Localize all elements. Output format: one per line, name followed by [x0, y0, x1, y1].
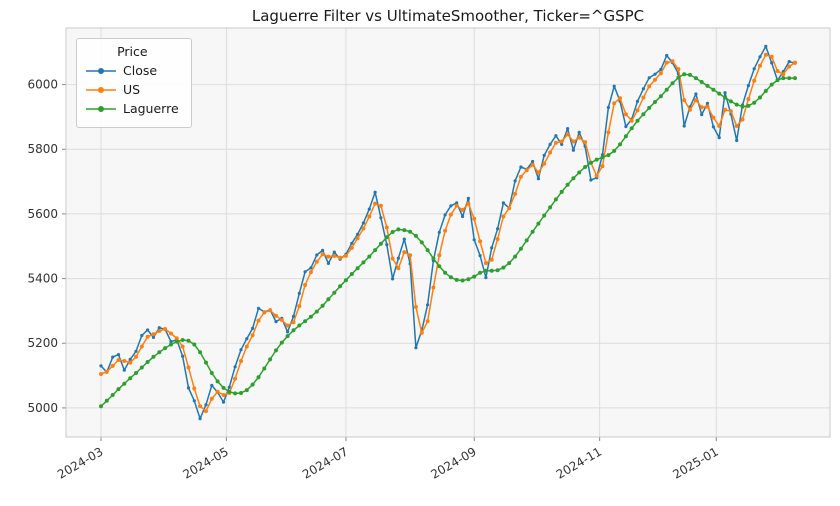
laguerre-line-swatch	[86, 105, 116, 112]
svg-text:2024-05: 2024-05	[180, 444, 230, 481]
svg-text:2024-11: 2024-11	[554, 444, 604, 481]
svg-text:2024-09: 2024-09	[428, 444, 478, 481]
us-line-swatch	[86, 86, 116, 93]
svg-text:6000: 6000	[27, 78, 58, 92]
chart-title: Laguerre Filter vs UltimateSmoother, Tic…	[251, 7, 645, 25]
svg-text:5800: 5800	[27, 142, 58, 156]
legend-item-laguerre: Laguerre	[86, 101, 179, 116]
svg-text:5200: 5200	[27, 336, 58, 350]
svg-text:5600: 5600	[27, 207, 58, 221]
legend-label-laguerre: Laguerre	[123, 101, 179, 116]
svg-text:5400: 5400	[27, 272, 58, 286]
legend-item-us: US	[86, 82, 179, 97]
legend-label-close: Close	[123, 63, 158, 78]
legend: Price Close US Laguerre	[76, 38, 192, 128]
svg-text:2025-01: 2025-01	[670, 444, 720, 481]
svg-text:5000: 5000	[27, 401, 58, 415]
close-line-swatch	[86, 67, 116, 74]
legend-item-close: Close	[86, 63, 179, 78]
svg-text:2024-07: 2024-07	[300, 444, 350, 481]
legend-label-us: US	[123, 82, 141, 97]
svg-text:2024-03: 2024-03	[55, 444, 105, 481]
legend-title: Price	[117, 44, 148, 59]
